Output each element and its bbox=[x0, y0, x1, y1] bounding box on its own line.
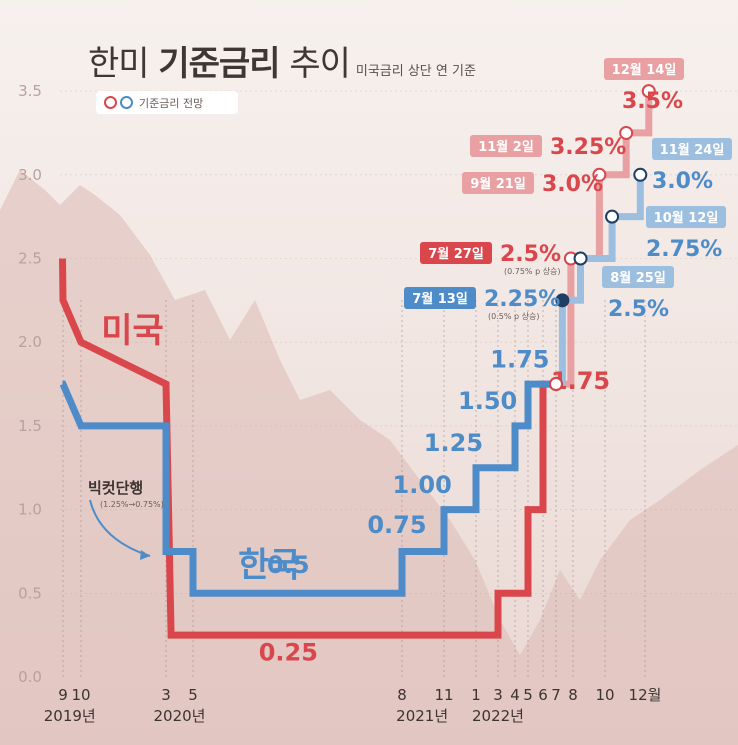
callout-value: 2.25% bbox=[484, 287, 560, 312]
x-tick-label: 9 bbox=[58, 686, 68, 704]
callout-date: 7월 13일 bbox=[412, 291, 468, 307]
data-label: 0.5 bbox=[267, 551, 310, 579]
annotation-arrowhead bbox=[140, 550, 150, 560]
callout-date: 9월 21일 bbox=[470, 176, 526, 192]
x-tick-label: 5 bbox=[188, 686, 198, 704]
x-tick-label: 4 bbox=[510, 686, 520, 704]
point-marker bbox=[633, 167, 648, 182]
y-tick-label: 1.0 bbox=[18, 501, 42, 519]
x-tick-label: 1 bbox=[471, 686, 481, 704]
x-year-label: 2020년 bbox=[154, 707, 206, 725]
callout-badge bbox=[462, 172, 534, 194]
data-label: 1.25 bbox=[424, 429, 483, 457]
series-line bbox=[556, 91, 653, 388]
callout-value: 3.0% bbox=[652, 169, 713, 194]
point-marker bbox=[555, 293, 570, 308]
callout-value: 2.5% bbox=[608, 297, 669, 322]
title-note: 미국금리 상단 연 기준 bbox=[355, 64, 476, 79]
callout-badge bbox=[420, 242, 492, 264]
title-part3: 추이 bbox=[289, 44, 351, 84]
legend-usa-icon bbox=[104, 96, 117, 109]
callout-value: 2.5% bbox=[500, 242, 561, 267]
y-tick-label: 0.0 bbox=[18, 668, 42, 686]
y-tick-label: 2.5 bbox=[18, 250, 42, 268]
callout-value: 3.0% bbox=[542, 172, 603, 197]
title-part2: 기준금리 bbox=[158, 44, 280, 84]
point-marker bbox=[573, 251, 588, 266]
x-tick-label: 10 bbox=[595, 686, 614, 704]
annotation-note: (1.25%→0.75%) bbox=[100, 500, 164, 509]
legend-korea-icon bbox=[120, 96, 133, 109]
x-tick-label: 12월 bbox=[629, 686, 662, 704]
callout-value: 3.25% bbox=[550, 135, 626, 160]
callout-value: 3.5% bbox=[622, 89, 683, 114]
y-tick-label: 0.5 bbox=[18, 584, 42, 602]
annotation-arrow bbox=[89, 499, 151, 557]
callout-note: (0.75% p 상승) bbox=[504, 266, 561, 276]
point-marker bbox=[592, 167, 607, 182]
x-year-label: 2019년 bbox=[44, 707, 96, 725]
callout-badge bbox=[604, 58, 684, 80]
x-tick-label: 8 bbox=[397, 686, 407, 704]
callout-value: 2.75% bbox=[646, 237, 722, 262]
callout-note: (0.5% p 상승) bbox=[488, 311, 539, 321]
callout-badge bbox=[470, 135, 542, 157]
data-label: 1.00 bbox=[393, 471, 452, 499]
x-tick-label: 11 bbox=[434, 686, 453, 704]
callout-badge bbox=[404, 287, 476, 309]
x-year-label: 2022년 bbox=[472, 707, 524, 725]
x-tick-label: 3 bbox=[161, 686, 171, 704]
x-year-label: 2021년 bbox=[396, 707, 448, 725]
x-tick-label: 7 bbox=[551, 686, 561, 704]
y-tick-label: 2.0 bbox=[18, 333, 42, 351]
point-marker bbox=[641, 84, 656, 99]
x-tick-label: 5 bbox=[523, 686, 533, 704]
callout-date: 12월 14일 bbox=[612, 62, 677, 78]
point-marker bbox=[605, 209, 620, 224]
title-part1: 한미 bbox=[88, 44, 150, 84]
data-label: 1.75 bbox=[490, 345, 549, 373]
y-tick-label: 1.5 bbox=[18, 417, 42, 435]
legend: 기준금리 전망 bbox=[96, 91, 238, 114]
series-line bbox=[59, 258, 556, 639]
callout-badge bbox=[646, 206, 726, 228]
y-tick-label: 3.5 bbox=[18, 82, 42, 100]
callout-badge bbox=[602, 266, 674, 288]
y-tick-label: 3.0 bbox=[18, 166, 42, 184]
callout-badge bbox=[652, 138, 732, 160]
callout-date: 11월 2일 bbox=[478, 139, 534, 155]
x-tick-label: 8 bbox=[568, 686, 578, 704]
data-label: 0.25 bbox=[259, 638, 318, 666]
callout-date: 7월 27일 bbox=[428, 246, 484, 262]
background-area bbox=[0, 170, 738, 745]
callout-date: 8월 25일 bbox=[610, 270, 666, 286]
x-tick-label: 6 bbox=[538, 686, 548, 704]
point-marker bbox=[549, 377, 563, 392]
x-tick-label: 3 bbox=[493, 686, 503, 704]
annotation-title: 빅컷단행 bbox=[88, 479, 143, 497]
series-label: 한국 bbox=[238, 546, 301, 586]
x-tick-label: 10 bbox=[71, 686, 90, 704]
series-label: 미국 bbox=[101, 311, 164, 351]
legend-label: 기준금리 전망 bbox=[139, 96, 204, 110]
callout-date: 11월 24일 bbox=[660, 142, 725, 158]
callout-date: 10월 12일 bbox=[654, 210, 719, 226]
point-marker bbox=[619, 125, 634, 140]
series-line bbox=[59, 380, 556, 597]
data-label: 1.50 bbox=[458, 387, 517, 415]
data-label: 0.75 bbox=[367, 511, 426, 539]
